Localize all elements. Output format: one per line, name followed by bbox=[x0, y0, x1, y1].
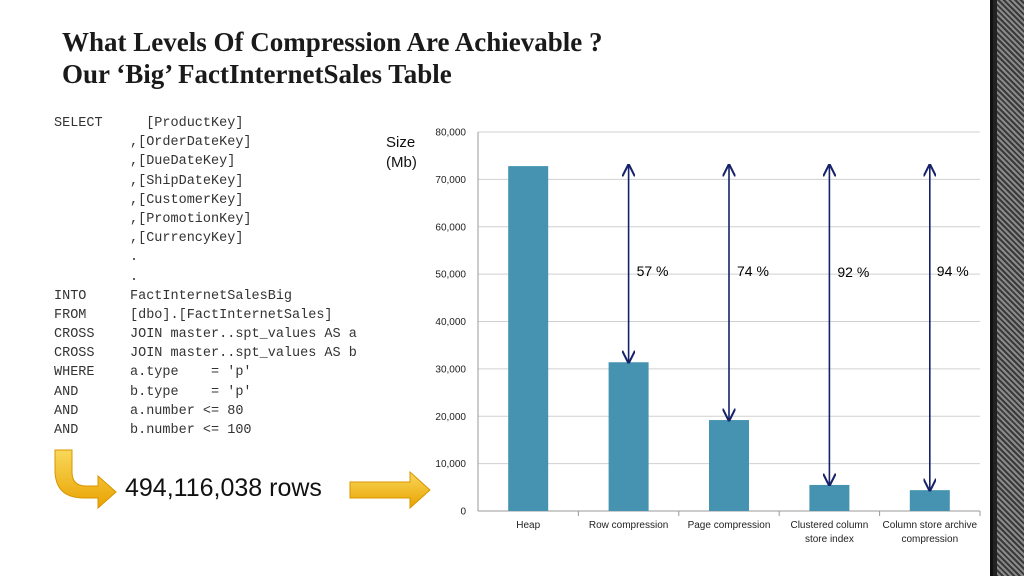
sql-text: ,[ShipDateKey] bbox=[130, 173, 244, 189]
x-tick-label: Page compression bbox=[688, 520, 771, 531]
bar bbox=[809, 484, 850, 511]
sql-line: . bbox=[54, 268, 357, 287]
sql-line: AND a.number <= 80 bbox=[54, 402, 357, 421]
slide-title-line-2: Our ‘Big’ FactInternetSales Table bbox=[62, 59, 452, 89]
row-count-label: 494,116,038 rows bbox=[125, 474, 322, 502]
sql-line: AND b.number <= 100 bbox=[54, 421, 357, 440]
sql-text: ,[CurrencyKey] bbox=[130, 231, 244, 247]
y-tick-label: 20,000 bbox=[435, 412, 466, 423]
slide-side-border bbox=[990, 0, 1024, 576]
sql-keyword: AND bbox=[54, 423, 79, 438]
slide-title: What Levels Of Compression Are Achievabl… bbox=[62, 26, 603, 90]
sql-text: a.type = 'p' bbox=[130, 365, 252, 381]
sql-line: CROSS JOIN master..spt_values AS b bbox=[54, 344, 357, 363]
sql-keyword: AND bbox=[54, 384, 79, 400]
y-axis-label: (Mb) bbox=[386, 154, 417, 171]
sql-text: . bbox=[130, 269, 139, 285]
sql-line: AND b.type = 'p' bbox=[54, 383, 357, 402]
bar bbox=[508, 166, 549, 512]
sql-text: [ProductKey] bbox=[130, 116, 244, 131]
curved-callout-arrow bbox=[54, 449, 117, 510]
y-axis-label: Size bbox=[386, 134, 415, 151]
sql-keyword: CROSS bbox=[54, 346, 95, 362]
sql-line: SELECT [ProductKey] bbox=[54, 114, 357, 133]
sql-line: WHERE a.type = 'p' bbox=[54, 363, 357, 382]
x-tick-label: compression bbox=[901, 534, 958, 545]
x-tick-label: Row compression bbox=[589, 520, 668, 531]
sql-line: INTO FactInternetSalesBig bbox=[54, 287, 357, 306]
sql-line: ,[CustomerKey] bbox=[54, 191, 357, 210]
sql-text: ,[CustomerKey] bbox=[130, 192, 244, 208]
sql-keyword: WHERE bbox=[54, 365, 95, 381]
sql-keyword: CROSS bbox=[54, 327, 95, 343]
sql-text: JOIN master..spt_values AS b bbox=[130, 346, 357, 362]
y-tick-label: 30,000 bbox=[435, 364, 466, 375]
sql-line: ,[PromotionKey] bbox=[54, 210, 357, 229]
sql-text: ,[OrderDateKey] bbox=[130, 135, 252, 151]
sql-line: CROSS JOIN master..spt_values AS a bbox=[54, 325, 357, 344]
sql-line: FROM [dbo].[FactInternetSales] bbox=[54, 306, 357, 325]
x-tick-label: store index bbox=[805, 534, 854, 545]
sql-line: ,[CurrencyKey] bbox=[54, 229, 357, 248]
y-tick-label: 50,000 bbox=[435, 270, 466, 281]
sql-code-block: SELECT [ProductKey] ,[OrderDateKey] ,[DueD… bbox=[54, 114, 357, 440]
sql-line: ,[OrderDateKey] bbox=[54, 133, 357, 152]
sql-text: ,[PromotionKey] bbox=[130, 211, 252, 227]
sql-text: . bbox=[130, 250, 139, 266]
reduction-label: 94 % bbox=[937, 263, 969, 279]
reduction-label: 57 % bbox=[637, 263, 669, 279]
slide-title-line-1: What Levels Of Compression Are Achievabl… bbox=[62, 27, 603, 57]
sql-line: ,[DueDateKey] bbox=[54, 152, 357, 171]
sql-keyword: AND bbox=[54, 403, 79, 419]
y-tick-label: 10,000 bbox=[435, 459, 466, 470]
x-tick-label: Clustered column bbox=[790, 520, 868, 531]
sql-line: ,[ShipDateKey] bbox=[54, 172, 357, 191]
sql-text: JOIN master..spt_values AS a bbox=[130, 327, 357, 343]
sql-text: [dbo].[FactInternetSales] bbox=[130, 307, 333, 323]
bar bbox=[608, 362, 649, 511]
x-tick-label: Column store archive bbox=[883, 520, 978, 531]
y-tick-label: 60,000 bbox=[435, 222, 466, 233]
reduction-label: 74 % bbox=[737, 263, 769, 279]
sql-text: b.type = 'p' bbox=[130, 384, 252, 400]
sql-text: FactInternetSalesBig bbox=[130, 288, 293, 304]
y-tick-label: 40,000 bbox=[435, 317, 466, 328]
sql-line: . bbox=[54, 248, 357, 267]
sql-keyword: SELECT bbox=[54, 116, 103, 131]
right-callout-arrow bbox=[349, 470, 431, 510]
bar bbox=[709, 420, 749, 511]
y-tick-label: 0 bbox=[460, 507, 466, 518]
y-tick-label: 70,000 bbox=[435, 175, 466, 186]
sql-text: b.number <= 100 bbox=[130, 423, 252, 438]
reduction-label: 92 % bbox=[837, 264, 869, 280]
sql-keyword: INTO bbox=[54, 288, 87, 304]
y-tick-label: 80,000 bbox=[435, 128, 466, 139]
x-tick-label: Heap bbox=[516, 520, 540, 531]
sql-text: a.number <= 80 bbox=[130, 403, 244, 419]
bar bbox=[909, 490, 950, 511]
sql-text: ,[DueDateKey] bbox=[130, 154, 236, 170]
sql-keyword: FROM bbox=[54, 307, 87, 323]
